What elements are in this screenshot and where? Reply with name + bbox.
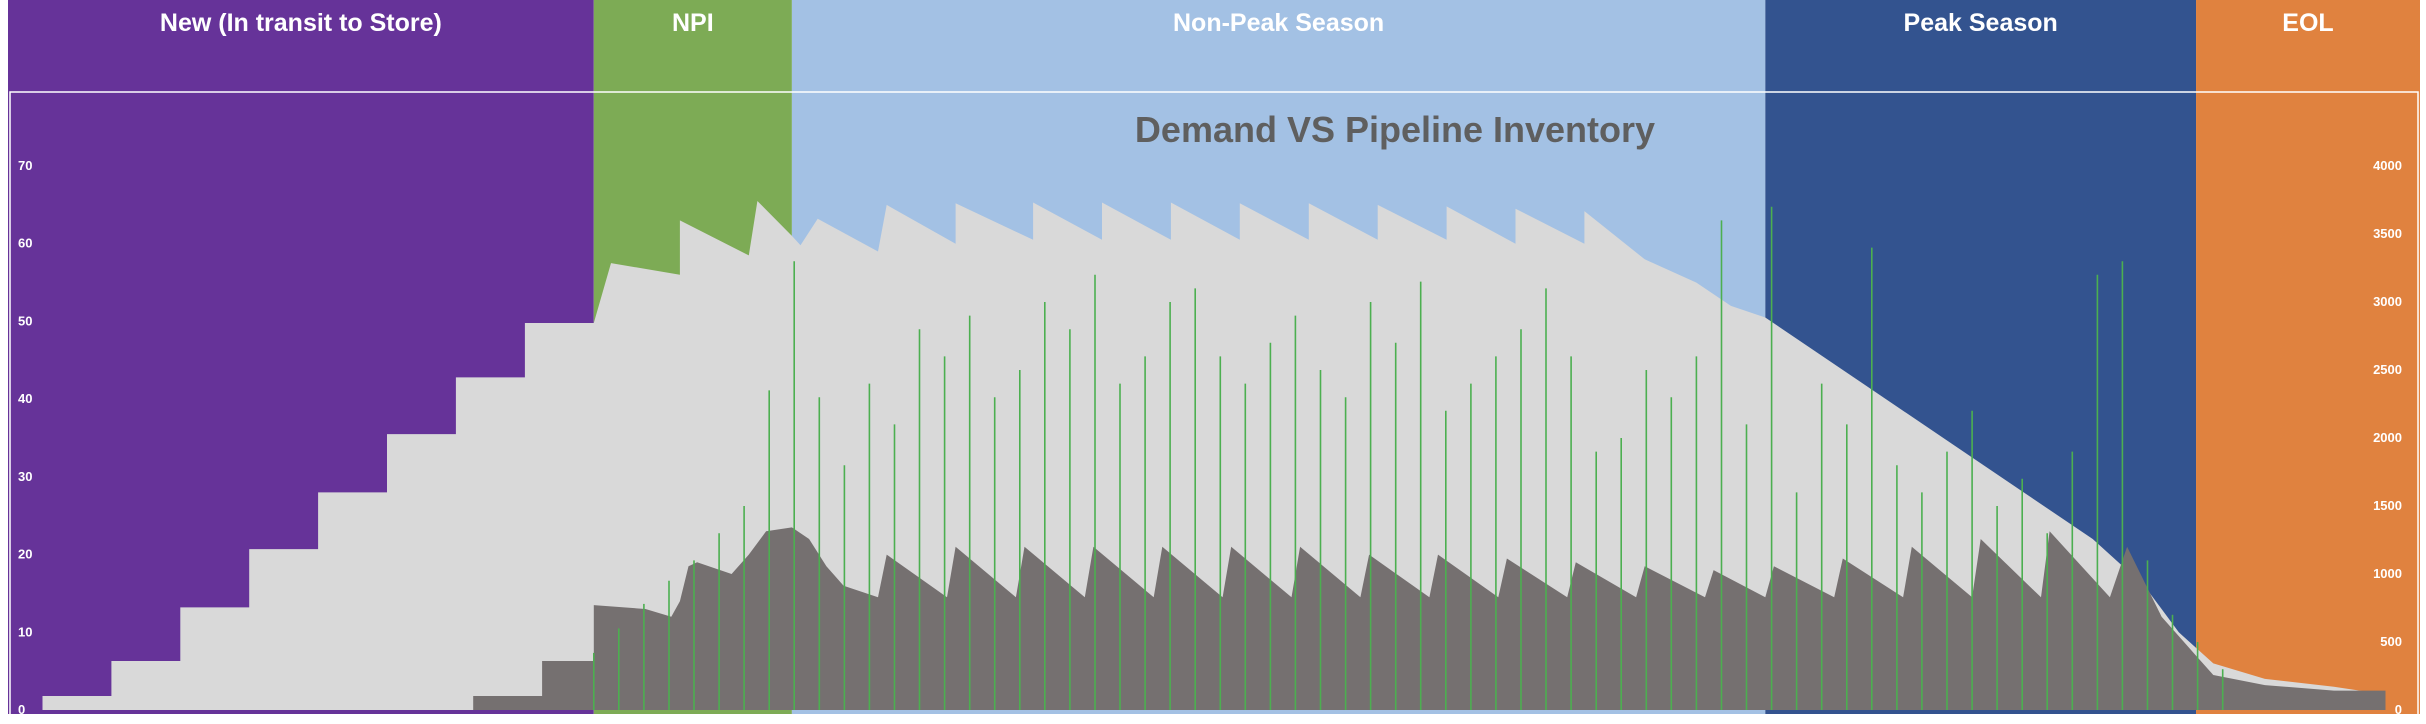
phase-band-4 xyxy=(2196,0,2420,714)
demand-bars xyxy=(592,206,2224,710)
right-tick-label: 3500 xyxy=(2373,226,2402,241)
right-tick-label: 4000 xyxy=(2373,158,2402,173)
plot-frame xyxy=(9,91,2419,717)
left-tick-label: 10 xyxy=(18,624,32,639)
right-tick-label: 2500 xyxy=(2373,362,2402,377)
left-axis: 0 10 20 30 40 50 60 70 xyxy=(18,158,32,717)
phase-label-1: NPI xyxy=(672,9,714,37)
phase-label-2: Non-Peak Season xyxy=(1173,9,1384,37)
phase-labels: New (In transit to Store) NPI Non-Peak Sea… xyxy=(160,9,2334,37)
right-tick-label: 1500 xyxy=(2373,498,2402,513)
inventory-areas xyxy=(42,201,2386,710)
chart-title: Demand VS Pipeline Inventory xyxy=(1135,109,1655,150)
right-tick-label: 2000 xyxy=(2373,430,2402,445)
phase-label-4: EOL xyxy=(2282,9,2333,37)
left-tick-label: 70 xyxy=(18,158,32,173)
left-tick-label: 20 xyxy=(18,547,32,562)
left-tick-label: 50 xyxy=(18,313,32,328)
right-tick-label: 1000 xyxy=(2373,566,2402,581)
phase-label-0: New (In transit to Store) xyxy=(160,9,442,37)
left-tick-label: 0 xyxy=(18,702,25,717)
right-tick-label: 3000 xyxy=(2373,294,2402,309)
inventory-area-1 xyxy=(473,527,2386,710)
right-tick-label: 500 xyxy=(2380,634,2402,649)
right-tick-label: 0 xyxy=(2395,702,2402,717)
right-axis: 0 500 1000 1500 2000 2500 3000 3500 4000 xyxy=(2373,158,2402,717)
phase-label-3: Peak Season xyxy=(1904,9,2058,37)
left-tick-label: 60 xyxy=(18,236,32,251)
left-tick-label: 40 xyxy=(18,391,32,406)
left-tick-label: 30 xyxy=(18,469,32,484)
